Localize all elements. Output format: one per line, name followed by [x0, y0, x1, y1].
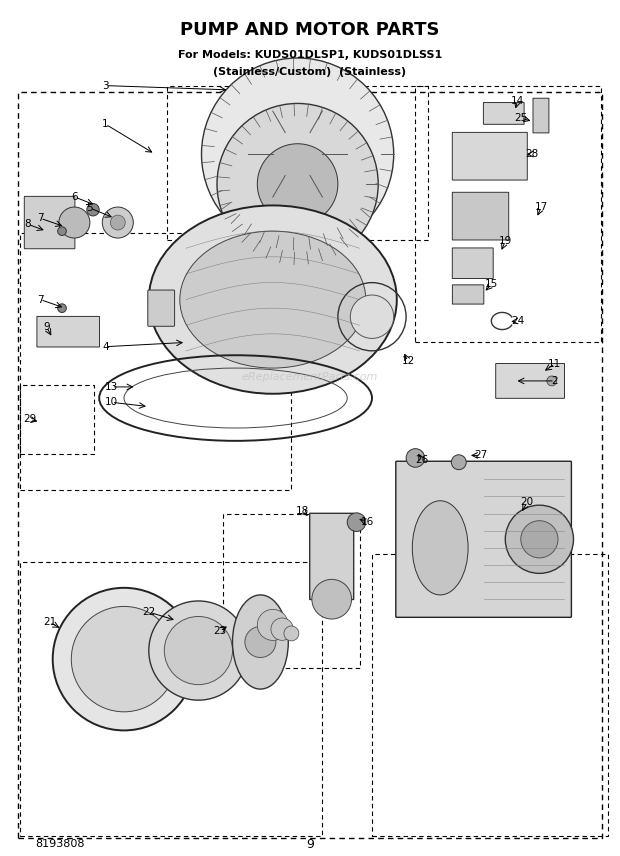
Bar	[18, 92, 602, 838]
Ellipse shape	[149, 205, 397, 394]
Text: 7: 7	[37, 294, 43, 305]
FancyBboxPatch shape	[453, 133, 527, 180]
Circle shape	[53, 588, 195, 730]
Text: 3: 3	[102, 80, 108, 91]
Bar	[167, 86, 428, 240]
Text: 16: 16	[360, 517, 374, 527]
Text: 12: 12	[401, 356, 415, 366]
Text: 26: 26	[415, 455, 428, 465]
Circle shape	[406, 449, 425, 467]
Bar	[20, 562, 322, 836]
Text: (Stainless/Custom)  (Stainless): (Stainless/Custom) (Stainless)	[213, 67, 407, 77]
FancyBboxPatch shape	[310, 514, 353, 599]
Circle shape	[312, 580, 352, 619]
Bar	[372, 554, 608, 836]
Text: 8: 8	[25, 219, 31, 229]
Circle shape	[350, 295, 394, 338]
Circle shape	[58, 304, 66, 312]
FancyBboxPatch shape	[533, 98, 549, 133]
Circle shape	[273, 129, 322, 179]
Text: 11: 11	[548, 359, 562, 369]
Circle shape	[547, 376, 557, 386]
Text: 27: 27	[474, 450, 487, 461]
Text: For Models: KUDS01DLSP1, KUDS01DLSS1: For Models: KUDS01DLSP1, KUDS01DLSS1	[178, 50, 442, 60]
Text: 10: 10	[105, 397, 118, 407]
FancyBboxPatch shape	[453, 193, 508, 240]
Text: 9: 9	[43, 322, 50, 332]
Text: 17: 17	[534, 202, 548, 212]
Text: 22: 22	[142, 607, 156, 617]
Text: eReplacementParts.com: eReplacementParts.com	[242, 372, 378, 382]
Circle shape	[521, 520, 558, 558]
FancyBboxPatch shape	[453, 248, 493, 278]
Text: 21: 21	[43, 617, 56, 627]
Circle shape	[149, 601, 248, 700]
Bar	[20, 234, 291, 490]
Text: 9: 9	[306, 837, 314, 851]
Circle shape	[257, 609, 288, 640]
Circle shape	[248, 104, 347, 204]
Circle shape	[59, 207, 90, 238]
Ellipse shape	[412, 501, 468, 595]
Text: 1: 1	[102, 119, 108, 129]
Text: 23: 23	[213, 626, 227, 636]
FancyBboxPatch shape	[24, 196, 75, 249]
Circle shape	[257, 144, 338, 224]
Text: 15: 15	[485, 279, 498, 289]
Circle shape	[87, 204, 99, 216]
FancyBboxPatch shape	[37, 317, 99, 347]
Bar	[223, 514, 360, 668]
Circle shape	[347, 513, 366, 532]
Text: 14: 14	[511, 96, 525, 106]
Circle shape	[58, 227, 66, 235]
Bar	[20, 385, 94, 454]
Text: 18: 18	[296, 506, 309, 516]
Circle shape	[102, 207, 133, 238]
Text: 2: 2	[552, 376, 558, 386]
Circle shape	[164, 616, 232, 685]
Circle shape	[202, 58, 394, 250]
Circle shape	[505, 505, 574, 574]
FancyBboxPatch shape	[484, 103, 524, 124]
Text: 24: 24	[511, 316, 525, 326]
FancyBboxPatch shape	[148, 290, 175, 326]
FancyBboxPatch shape	[396, 461, 572, 617]
Text: 28: 28	[525, 149, 539, 159]
Ellipse shape	[232, 595, 288, 689]
Text: 20: 20	[520, 497, 534, 508]
Circle shape	[284, 626, 299, 641]
Text: 8193808: 8193808	[35, 839, 84, 849]
Text: 7: 7	[37, 213, 43, 223]
Text: 25: 25	[514, 113, 528, 123]
Circle shape	[451, 455, 466, 470]
FancyBboxPatch shape	[496, 364, 564, 398]
Text: 6: 6	[71, 192, 78, 202]
Text: 29: 29	[23, 414, 37, 425]
Ellipse shape	[180, 231, 366, 368]
Circle shape	[110, 215, 125, 230]
Circle shape	[245, 627, 276, 657]
Text: 19: 19	[498, 236, 512, 247]
Text: PUMP AND MOTOR PARTS: PUMP AND MOTOR PARTS	[180, 21, 440, 39]
FancyBboxPatch shape	[453, 285, 484, 304]
Bar	[415, 86, 601, 342]
Circle shape	[217, 104, 378, 265]
Circle shape	[71, 606, 177, 712]
Text: 5: 5	[87, 203, 93, 213]
Text: 13: 13	[105, 382, 118, 392]
Text: 4: 4	[102, 342, 108, 352]
Circle shape	[271, 618, 293, 640]
